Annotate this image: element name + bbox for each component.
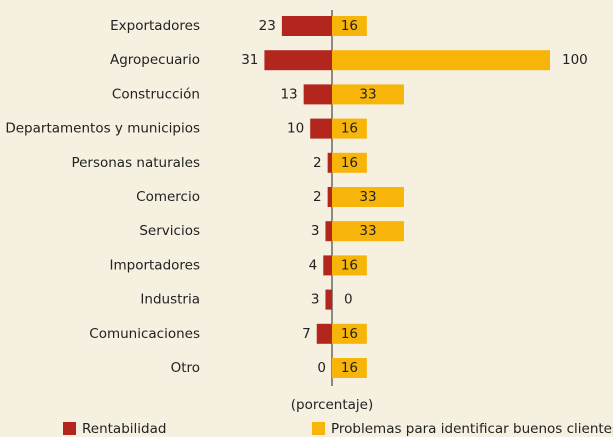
- value-label: 16: [341, 18, 358, 34]
- value-label: 2: [313, 189, 322, 205]
- category-label: Personas naturales: [71, 155, 200, 171]
- legend-swatch: [312, 422, 325, 435]
- bar: [316, 323, 332, 344]
- category-label: Servicios: [139, 223, 200, 239]
- bar: [332, 358, 367, 378]
- category-label: Otro: [171, 360, 200, 376]
- value-label: 0: [317, 360, 326, 376]
- bar: [310, 118, 332, 139]
- value-label: 33: [359, 223, 376, 239]
- legend-label: Rentabilidad: [82, 421, 166, 437]
- bar: [332, 50, 550, 71]
- value-label: 23: [259, 18, 276, 34]
- bar: [325, 221, 332, 242]
- value-label: 2: [313, 155, 322, 171]
- value-label: 3: [311, 292, 320, 308]
- category-label: Industria: [140, 292, 200, 308]
- value-label: 0: [344, 292, 353, 308]
- value-label: 3: [311, 223, 320, 239]
- value-label: 100: [562, 52, 588, 68]
- bar: [281, 16, 332, 36]
- bar: [327, 152, 332, 173]
- value-label: 16: [341, 121, 358, 137]
- legend-swatch: [63, 422, 76, 435]
- value-label: 31: [241, 52, 258, 68]
- value-label: 33: [359, 86, 376, 102]
- category-label: Construcción: [112, 86, 200, 102]
- value-label: 10: [287, 121, 304, 137]
- bar: [303, 84, 332, 105]
- category-label: Comunicaciones: [89, 326, 200, 342]
- bar: [264, 50, 332, 71]
- value-label: 16: [341, 155, 358, 171]
- category-label: Comercio: [136, 189, 200, 205]
- legend-label: Problemas para identificar buenos client…: [331, 421, 613, 437]
- bar: [332, 187, 404, 207]
- value-label: 33: [359, 189, 376, 205]
- category-label: Importadores: [110, 257, 201, 273]
- bar: [332, 323, 367, 344]
- value-label: 16: [341, 360, 358, 376]
- value-label: 4: [309, 257, 318, 273]
- bar: [325, 289, 332, 310]
- category-label: Exportadores: [110, 18, 200, 34]
- bar: [332, 152, 367, 173]
- axis-label: (porcentaje): [291, 397, 374, 413]
- category-label: Agropecuario: [110, 52, 200, 68]
- value-label: 13: [280, 86, 297, 102]
- bar: [332, 118, 367, 139]
- value-label: 16: [341, 257, 358, 273]
- bar: [327, 187, 332, 207]
- category-label: Departamentos y municipios: [5, 121, 200, 137]
- value-label: 16: [341, 326, 358, 342]
- bar: [323, 255, 332, 276]
- bar: [332, 255, 367, 276]
- value-label: 7: [302, 326, 311, 342]
- bar: [332, 221, 404, 242]
- bar: [332, 16, 367, 36]
- bar: [332, 84, 404, 105]
